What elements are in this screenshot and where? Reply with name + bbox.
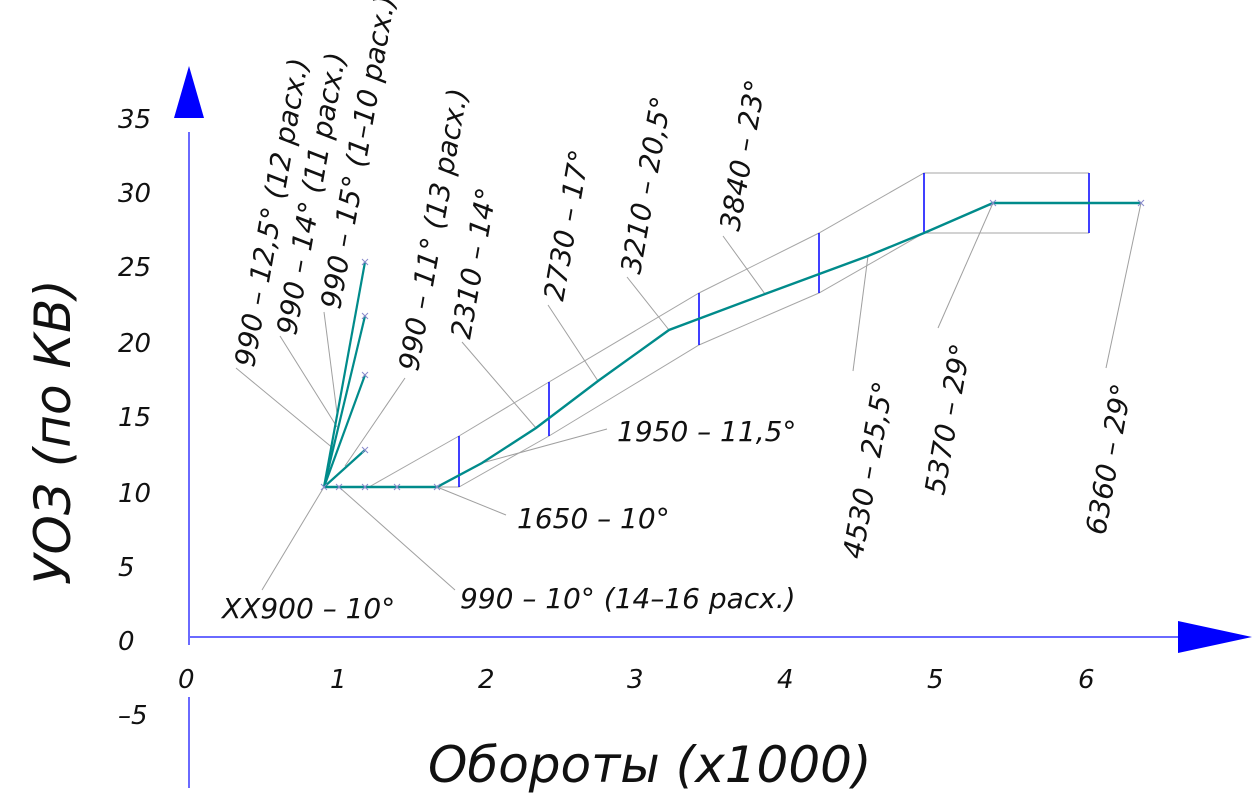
y-axis-arrow-icon <box>174 66 204 118</box>
y-tick-minus5: –5 <box>118 701 148 731</box>
x-axis-title: Обороты (x1000) <box>428 736 871 794</box>
point-markers <box>320 199 1145 491</box>
y-tick-30: 30 <box>118 179 151 209</box>
annotation-3840: 3840 – 23° <box>713 77 772 233</box>
y-tick-20: 20 <box>118 329 151 359</box>
x-tick-2: 2 <box>478 665 495 695</box>
annotation-5370: 5370 – 29° <box>918 341 977 497</box>
annotation-990-10: 990 – 10° (14–16 расх.) <box>460 582 796 615</box>
annotation-xx900: XX900 – 10° <box>220 592 395 625</box>
y-tick-labels: 35 30 25 20 15 10 5 0 –5 <box>118 105 151 731</box>
x-axis-arrow-icon <box>1178 621 1252 653</box>
y-tick-35: 35 <box>118 105 151 135</box>
annotation-1950: 1950 – 11,5° <box>617 415 796 448</box>
y-tick-15: 15 <box>118 403 151 433</box>
curve-990-11 <box>323 449 366 488</box>
x-tick-1: 1 <box>330 665 347 695</box>
curve-990-12-5 <box>322 374 367 488</box>
x-tick-4: 4 <box>777 665 794 695</box>
x-tick-3: 3 <box>627 665 644 695</box>
annotations: XX900 – 10° 990 – 10° (14–16 расх.) 1650… <box>220 0 1138 625</box>
axes <box>174 66 1252 788</box>
x-tick-labels: 0 1 2 3 4 5 6 <box>178 665 1095 695</box>
y-tick-10: 10 <box>118 479 151 509</box>
annotation-1650: 1650 – 10° <box>517 502 670 535</box>
y-tick-25: 25 <box>118 253 151 283</box>
annotation-4530: 4530 – 25,5° <box>836 379 900 561</box>
y-tick-5: 5 <box>118 553 135 583</box>
curve-990-15 <box>322 261 367 488</box>
curve-990-14 <box>322 315 367 488</box>
main-curve <box>324 201 1141 489</box>
x-tick-0: 0 <box>178 665 195 695</box>
leader-lines <box>235 202 1142 591</box>
y-axis-title: УОЗ (по КВ) <box>24 279 82 585</box>
x-tick-6: 6 <box>1078 665 1095 695</box>
annotation-6360: 6360 – 29° <box>1079 381 1138 537</box>
branch-curves <box>322 261 367 488</box>
annotation-2730: 2730 – 17° <box>537 147 596 303</box>
annotation-3210: 3210 – 20,5° <box>614 94 678 276</box>
x-tick-5: 5 <box>927 665 944 695</box>
y-tick-0: 0 <box>118 627 135 657</box>
